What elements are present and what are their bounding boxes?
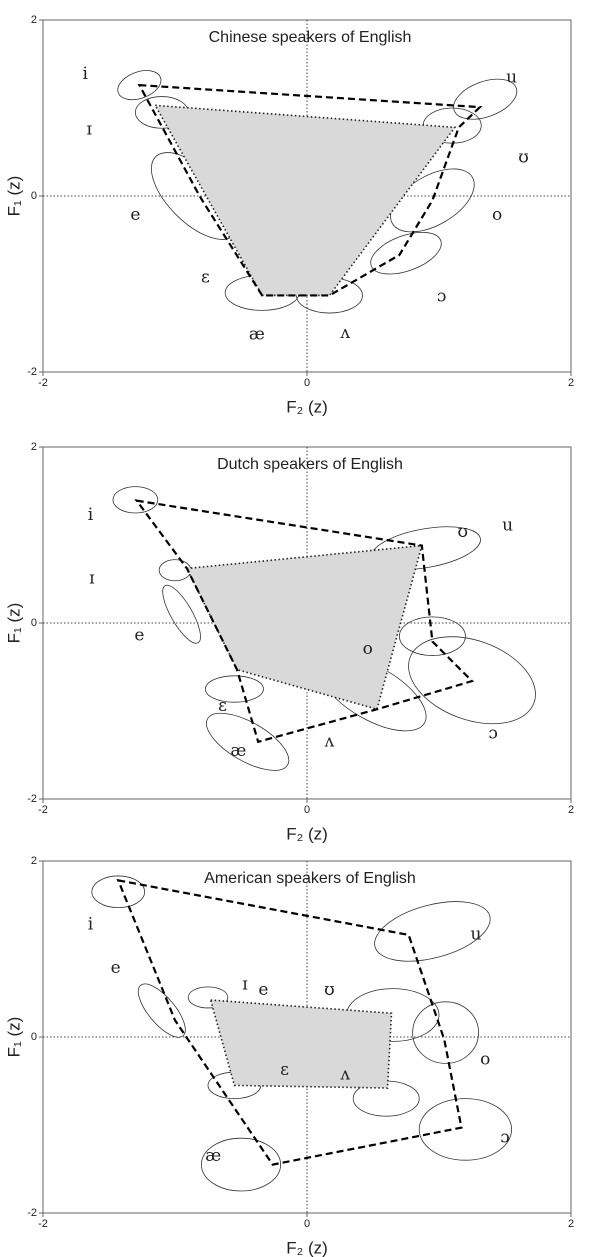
shaded-polygon <box>153 104 457 297</box>
spread-ellipse <box>370 231 442 275</box>
vowel-label: u <box>506 68 517 88</box>
vowel-label: ʊ <box>457 522 468 542</box>
vowel-label: ʊ <box>518 148 529 168</box>
y-tick-label: -2 <box>27 1207 37 1219</box>
x-tick-label: 0 <box>304 1218 310 1230</box>
vowel-label: e <box>130 205 140 225</box>
spread-ellipse <box>117 70 162 101</box>
vowel-label: ɔ <box>500 1128 510 1148</box>
vowel-label: æ <box>205 1146 221 1166</box>
spread-ellipse <box>408 636 536 725</box>
x-tick-label: -2 <box>38 377 48 389</box>
spread-ellipse <box>112 486 159 514</box>
x-axis-label: F₂ (z) <box>286 824 328 843</box>
vowel-label: ʊ <box>324 980 335 1000</box>
vowel-label: ɔ <box>488 723 498 743</box>
spread-ellipse <box>398 616 466 656</box>
vowel-label: i <box>88 915 94 935</box>
chart-title: American speakers of English <box>204 870 416 887</box>
vowel-label: ʌ <box>339 1064 350 1084</box>
y-axis-label: F₁ (z) <box>4 603 23 644</box>
y-tick-label: -2 <box>27 366 37 378</box>
x-tick-label: 2 <box>568 804 574 816</box>
vowel-label: ɛ <box>218 696 227 716</box>
vowel-label: æ <box>230 741 246 761</box>
vowel-label: æ <box>249 325 265 345</box>
x-tick-label: 0 <box>304 377 310 389</box>
vowel-label: i <box>83 64 89 84</box>
x-axis-label: F₂ (z) <box>286 1238 328 1257</box>
vowel-label: u <box>470 924 481 944</box>
y-tick-label: -2 <box>27 793 37 805</box>
x-axis-label: F₂ (z) <box>286 397 328 416</box>
spread-ellipse <box>158 559 192 582</box>
vowel-label: ɪ <box>242 975 248 995</box>
spread-ellipse <box>137 983 186 1038</box>
spread-ellipse <box>412 1001 480 1064</box>
spread-ellipse <box>187 986 229 1009</box>
spread-ellipse <box>91 875 146 909</box>
spread-ellipse <box>200 1137 281 1192</box>
chart-title: Chinese speakers of English <box>209 29 412 46</box>
vowel-label: ʌ <box>324 731 335 751</box>
dashed-polygon <box>134 499 475 744</box>
vowel-label: e <box>258 980 268 1000</box>
vowel-label: u <box>502 516 513 536</box>
x-tick-label: 2 <box>568 1218 574 1230</box>
spread-ellipse <box>390 168 475 233</box>
y-tick-label: 0 <box>31 1031 37 1043</box>
vowel-label: ɛ <box>280 1060 289 1080</box>
x-tick-label: -2 <box>38 804 48 816</box>
vowel-label: i <box>88 505 94 525</box>
vowel-label: o <box>363 639 373 659</box>
y-tick-label: 2 <box>31 14 37 26</box>
spread-ellipse <box>374 901 491 962</box>
y-tick-label: 0 <box>31 617 37 629</box>
y-tick-label: 0 <box>31 190 37 202</box>
dashed-polygon <box>137 83 483 297</box>
spread-ellipse <box>206 712 290 771</box>
shaded-polygon <box>209 999 393 1089</box>
vowel-label: e <box>134 626 144 646</box>
dashed-polygon <box>116 878 463 1166</box>
x-tick-label: -2 <box>38 1218 48 1230</box>
chart-title: Dutch speakers of English <box>217 456 403 473</box>
spread-ellipse <box>418 1098 512 1161</box>
vowel-label: ɔ <box>437 287 447 307</box>
vowel-label: ɛ <box>201 267 210 287</box>
vowel-label: ɪ <box>86 120 92 140</box>
y-axis-label: F₁ (z) <box>4 176 23 217</box>
vowel-label: e <box>111 958 121 978</box>
vowel-label: o <box>492 205 502 225</box>
vowel-label: ʌ <box>339 323 350 343</box>
vowel-label: ɪ <box>89 569 95 589</box>
x-tick-label: 2 <box>568 377 574 389</box>
y-tick-label: 2 <box>31 441 37 453</box>
spread-ellipse <box>453 78 518 120</box>
spread-ellipse <box>162 584 201 644</box>
shaded-polygon <box>185 544 423 711</box>
x-tick-label: 0 <box>304 804 310 816</box>
vowel-label: o <box>480 1049 490 1069</box>
y-axis-label: F₁ (z) <box>4 1017 23 1058</box>
y-tick-label: 2 <box>31 855 37 867</box>
spread-ellipse <box>204 675 264 703</box>
